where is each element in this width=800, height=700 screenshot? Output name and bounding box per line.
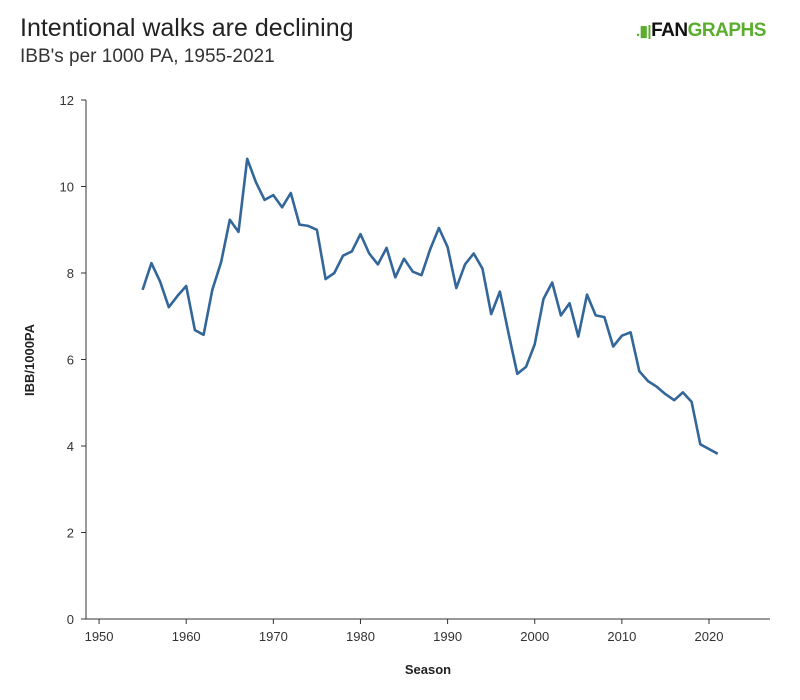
x-tick-label: 2010 xyxy=(607,629,636,644)
x-tick-label: 1970 xyxy=(259,629,288,644)
series-line xyxy=(141,157,719,455)
x-tick-label: 1950 xyxy=(85,629,114,644)
x-tick-label: 1960 xyxy=(172,629,201,644)
y-tick-label: 12 xyxy=(60,93,74,108)
x-tick-label: 1980 xyxy=(346,629,375,644)
x-tick-label: 2020 xyxy=(695,629,724,644)
x-tick-label: 2000 xyxy=(520,629,549,644)
y-axis-label: IBB/1000PA xyxy=(22,323,37,396)
chart-subtitle: IBB's per 1000 PA, 1955-2021 xyxy=(20,46,275,67)
y-tick-label: 0 xyxy=(67,612,74,627)
y-tick-label: 8 xyxy=(67,266,74,281)
x-axis-label: Season xyxy=(405,662,451,677)
x-tick-label: 1990 xyxy=(433,629,462,644)
logo-bars-icon: .▮| xyxy=(636,23,652,40)
y-tick-label: 6 xyxy=(67,353,74,368)
chart-title: Intentional walks are declining xyxy=(20,14,354,42)
y-tick-label: 4 xyxy=(67,439,74,454)
y-tick-label: 10 xyxy=(60,180,74,195)
fangraphs-logo: .▮|FANGRAPHS xyxy=(636,20,766,41)
y-tick-label: 2 xyxy=(67,526,74,541)
